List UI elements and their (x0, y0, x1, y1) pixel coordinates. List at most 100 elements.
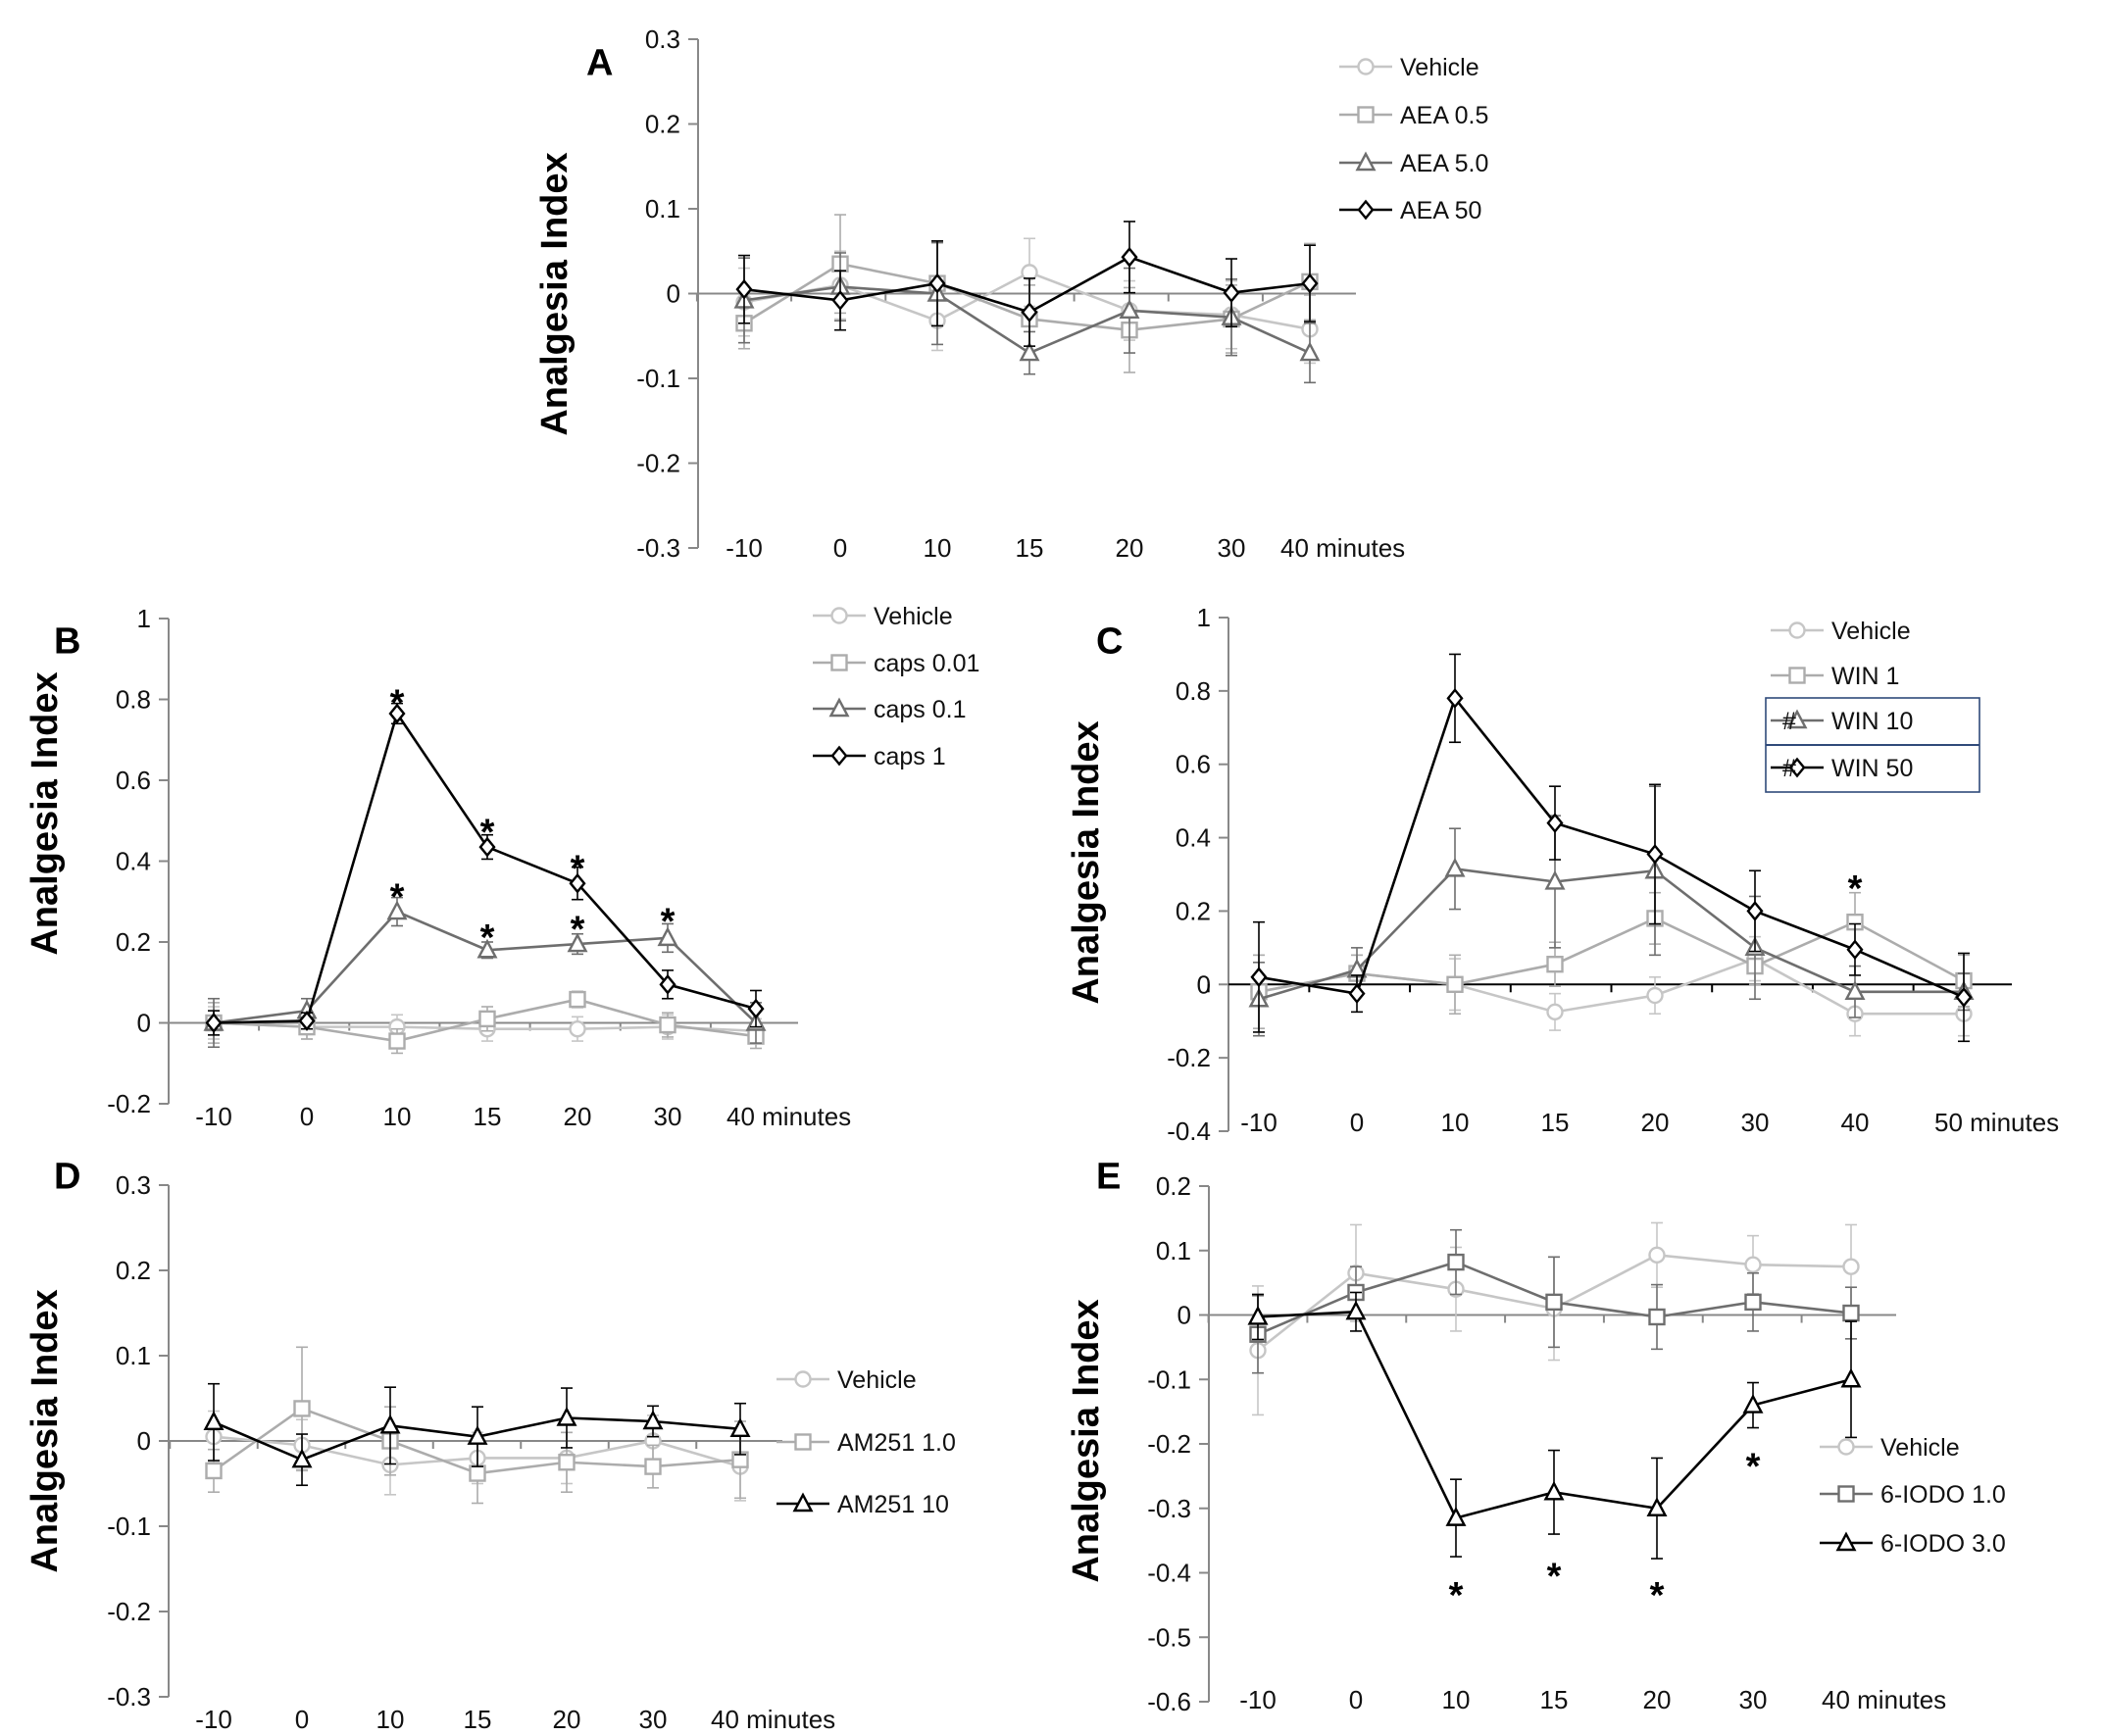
y-tick-label: -0.4 (1167, 1116, 1211, 1146)
data-point (1019, 341, 1040, 362)
legend-marker (1357, 199, 1375, 221)
series-am251-10 (203, 1382, 751, 1487)
x-tick-label: 20 (553, 1705, 581, 1734)
data-point (1250, 967, 1268, 988)
data-point (569, 1019, 586, 1038)
significance-hash: # (1782, 708, 1796, 735)
legend-label: AM251 1.0 (837, 1429, 956, 1457)
x-tick-label: 40 minutes (1280, 533, 1405, 563)
data-point (388, 1032, 406, 1050)
legend-marker (1788, 667, 1806, 684)
significance-marker: * (1746, 1447, 1761, 1488)
y-tick-label: 0 (137, 1009, 151, 1038)
significance-marker: * (1449, 1575, 1464, 1616)
legend-marker (794, 1370, 812, 1388)
x-tick-label: 10 (383, 1102, 412, 1131)
data-point (747, 998, 765, 1019)
data-point (1746, 901, 1764, 921)
series-line (213, 710, 757, 1024)
data-point (1646, 986, 1664, 1005)
data-point (1546, 1003, 1564, 1021)
legend-label: AEA 50 (1400, 197, 1481, 224)
data-point (1648, 1246, 1666, 1265)
x-tick-label: -10 (195, 1705, 232, 1734)
y-tick-label: -0.1 (1147, 1364, 1191, 1394)
legend: Vehicle AM251 1.0 AM251 10 (776, 1366, 956, 1518)
x-tick-label: 20 (1643, 1685, 1672, 1714)
legend-label: Vehicle (874, 603, 953, 630)
data-point (1648, 1308, 1666, 1326)
significance-marker: * (571, 910, 585, 951)
data-point (1744, 1293, 1762, 1312)
x-tick-label: 30 (1739, 1685, 1768, 1714)
data-point (556, 1406, 577, 1426)
legend-label: caps 1 (874, 743, 946, 770)
data-point (1345, 1300, 1367, 1320)
significance-marker: * (1650, 1575, 1665, 1616)
x-tick-label: 10 (1441, 1108, 1470, 1137)
y-tick-label: -0.3 (107, 1682, 151, 1711)
significance-marker: * (1848, 868, 1863, 910)
panel-label: B (54, 620, 80, 662)
legend: Vehicle caps 0.01 caps 0.1 caps 1 (813, 603, 979, 770)
significance-marker: * (390, 683, 405, 724)
data-point (388, 703, 406, 724)
y-tick-label: 0.3 (116, 1170, 151, 1200)
panel-e: E Analgesia Index -0.6 -0.5 -0.4 -0.3 -0.2 -0.1… (1066, 1156, 2006, 1716)
data-point (558, 1454, 576, 1471)
x-tick-label: 20 (564, 1102, 592, 1131)
y-tick-label: -0.3 (636, 533, 680, 563)
panel-label: C (1096, 620, 1123, 662)
series-line (1258, 868, 1964, 1001)
y-tick-label: 0 (1177, 1301, 1191, 1330)
y-tick-label: -0.1 (107, 1512, 151, 1541)
y-tick-label: 0.2 (1176, 896, 1211, 925)
y-axis-title: Analgesia Index (25, 1289, 66, 1572)
x-tick-label: 15 (1541, 1108, 1570, 1137)
panel-label: A (586, 42, 613, 83)
y-tick-label: 0.4 (116, 847, 151, 876)
legend-label: AEA 5.0 (1400, 150, 1488, 177)
data-point (1348, 983, 1366, 1005)
legend-marker (1788, 621, 1806, 639)
significance-hash: # (1782, 755, 1796, 782)
legend-marker (830, 654, 848, 671)
legend-label: WIN 50 (1831, 755, 1913, 782)
series-win-1 (1250, 891, 1973, 1029)
legend-marker (792, 1492, 814, 1513)
y-tick-label: 1 (137, 604, 151, 633)
data-point (644, 1458, 662, 1475)
data-point (1223, 282, 1240, 304)
data-point (1846, 939, 1864, 961)
x-tick-label: 40 (1841, 1108, 1870, 1137)
data-point (298, 1011, 316, 1031)
legend-marker (1835, 1531, 1857, 1552)
x-tick-label: 30 (1741, 1108, 1770, 1137)
x-tick-label: 10 (924, 533, 952, 563)
x-tick-label: 20 (1641, 1108, 1670, 1137)
significance-marker: * (1547, 1557, 1562, 1598)
data-point (478, 1010, 496, 1028)
y-tick-label: -0.2 (1167, 1043, 1211, 1072)
legend-marker (1786, 709, 1808, 729)
legend-marker (1837, 1485, 1855, 1503)
y-tick-label: 0.6 (1176, 750, 1211, 779)
data-point (1021, 302, 1038, 322)
panel-c: C Analgesia Index -0.4 -0.2 0 0.2 0.4 0.6 0.8 1 -1… (1066, 603, 2059, 1146)
x-tick-label: 40 minutes (726, 1102, 851, 1131)
y-tick-label: 0.3 (645, 25, 680, 54)
data-point (1446, 975, 1464, 993)
data-point (1445, 1507, 1467, 1526)
data-point (467, 1425, 488, 1445)
significance-marker: * (480, 918, 495, 959)
y-tick-label: -0.2 (636, 449, 680, 478)
data-point (1446, 687, 1464, 709)
data-point (1447, 1253, 1465, 1271)
x-tick-label: 40 minutes (711, 1705, 835, 1734)
data-point (1545, 1293, 1563, 1312)
legend-marker (828, 697, 850, 718)
x-tick-label: 40 minutes (1822, 1685, 1946, 1714)
x-tick-label: 30 (1218, 533, 1246, 563)
y-tick-label: 0 (1197, 969, 1211, 999)
